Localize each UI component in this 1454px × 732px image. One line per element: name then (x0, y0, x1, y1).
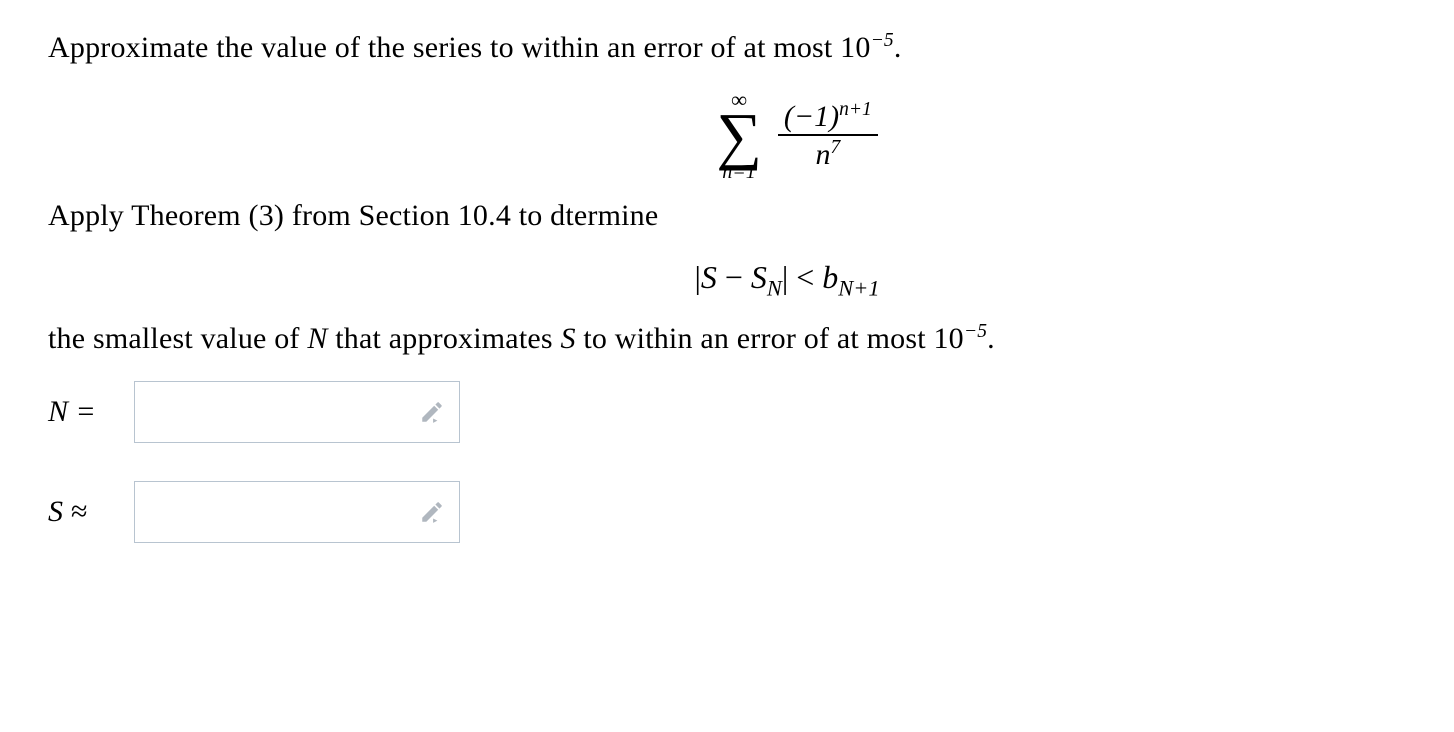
label-N: N = (48, 395, 122, 429)
var-S-inline: S (560, 322, 575, 355)
input-N[interactable] (134, 381, 460, 443)
smallest-suffix-prefix: to within an error of at most (576, 322, 934, 355)
series-expression: ∞ ∑ n=1 (−1)n+1 n7 (48, 69, 1406, 197)
minus: − (717, 259, 751, 295)
fraction-bar (778, 134, 878, 136)
theorem-line: Apply Theorem (3) from Section 10.4 to d… (48, 196, 1406, 237)
sigma-symbol: ∑ (716, 107, 762, 165)
fraction-denominator: n7 (809, 138, 846, 171)
intro-suffix: . (894, 31, 902, 64)
edit-icon[interactable] (419, 399, 445, 425)
var-bN1: bN+1 (822, 259, 879, 295)
sigma-operator: ∞ ∑ n=1 (716, 89, 762, 183)
error-bound-2: 10−5 (933, 322, 987, 355)
intro-text: Approximate the value of the series to w… (48, 31, 840, 64)
error-bound: 10−5 (840, 31, 894, 64)
smallest-N-line: the smallest value of N that approximate… (48, 319, 1406, 360)
label-S: S ≈ (48, 495, 122, 529)
var-S: S (701, 259, 717, 295)
answer-row-N: N = (48, 381, 1406, 443)
smallest-suffix-end: . (987, 322, 995, 355)
edit-icon[interactable] (419, 499, 445, 525)
var-N: N (307, 322, 327, 355)
fraction-numerator: (−1)n+1 (778, 100, 878, 133)
series-fraction: (−1)n+1 n7 (778, 100, 878, 171)
smallest-prefix: the smallest value of (48, 322, 307, 355)
var-SN: SN (751, 259, 782, 295)
error-inequality: |S − SN| < bN+1 (48, 237, 1406, 319)
sigma-lower-limit: n=1 (722, 162, 756, 182)
answer-row-S: S ≈ (48, 481, 1406, 543)
lt: < (788, 259, 822, 295)
problem-intro: Approximate the value of the series to w… (48, 28, 1406, 69)
smallest-mid: that approximates (328, 322, 561, 355)
input-S[interactable] (134, 481, 460, 543)
